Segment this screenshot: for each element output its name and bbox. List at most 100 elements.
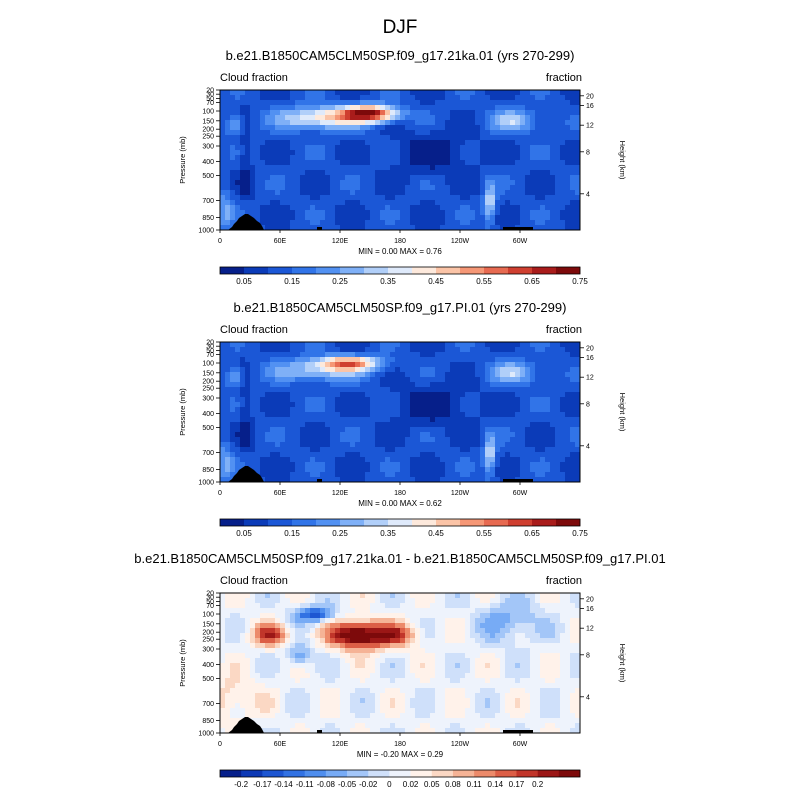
heatmap-cell: [330, 120, 336, 126]
heatmap-cell: [390, 215, 396, 221]
heatmap-cell: [395, 462, 401, 468]
heatmap-cell: [405, 95, 411, 101]
heatmap-cell: [290, 175, 296, 181]
heatmap-cell: [265, 638, 271, 644]
heatmap-cell: [375, 90, 381, 96]
heatmap-cell: [400, 477, 406, 483]
heatmap-cell: [395, 467, 401, 473]
heatmap-cell: [505, 130, 511, 136]
heatmap-cell: [435, 377, 441, 383]
heatmap-cell: [450, 392, 456, 398]
heatmap-cell: [380, 95, 386, 101]
heatmap-cell: [300, 170, 306, 176]
heatmap-cell: [450, 367, 456, 373]
heatmap-cell: [340, 130, 346, 136]
heatmap-cell: [335, 225, 341, 231]
colorbar-frame: [219, 518, 581, 527]
heatmap-cell: [375, 377, 381, 383]
heatmap-cell: [565, 215, 571, 221]
heatmap-cell: [300, 608, 306, 614]
heatmap-cell: [235, 90, 241, 96]
heatmap-cell: [415, 180, 421, 186]
heatmap-cell: [220, 387, 226, 393]
heatmap-cell: [220, 442, 226, 448]
heatmap-cell: [470, 427, 476, 433]
heatmap-cell: [285, 382, 291, 388]
heatmap-cell: [480, 452, 486, 458]
heatmap-cell: [435, 220, 441, 226]
heatmap-cell: [315, 170, 321, 176]
heatmap-cell: [350, 432, 356, 438]
heatmap-cell: [335, 155, 341, 161]
heatmap-cell: [345, 135, 351, 141]
heatmap-cell: [265, 125, 271, 131]
heatmap-cell: [465, 145, 471, 151]
heatmap-cell: [225, 372, 231, 378]
heatmap-cell: [235, 658, 241, 664]
heatmap-cell: [350, 105, 356, 111]
heatmap-cell: [540, 397, 546, 403]
heatmap-cell: [480, 372, 486, 378]
heatmap-cell: [450, 115, 456, 121]
heatmap-cell: [540, 342, 546, 348]
heatmap-cell: [385, 170, 391, 176]
heatmap-cell: [505, 125, 511, 131]
heatmap-cell: [230, 412, 236, 418]
heatmap-cell: [425, 215, 431, 221]
heatmap-cell: [370, 125, 376, 131]
heatmap-cell: [230, 352, 236, 358]
heatmap-cell: [275, 225, 281, 231]
heatmap-cell: [445, 427, 451, 433]
heatmap-cell: [300, 200, 306, 206]
heatmap-cell: [330, 220, 336, 226]
heatmap-cell: [270, 648, 276, 654]
heatmap-cell: [230, 150, 236, 156]
heatmap-cell: [375, 372, 381, 378]
heatmap-cell: [565, 457, 571, 463]
heatmap-cell: [295, 432, 301, 438]
heatmap-cell: [470, 225, 476, 231]
heatmap-cell: [365, 215, 371, 221]
heatmap-cell: [425, 467, 431, 473]
heatmap-cell: [535, 402, 541, 408]
heatmap-cell: [345, 437, 351, 443]
heatmap-cell: [285, 140, 291, 146]
heatmap-cell: [235, 215, 241, 221]
heatmap-cell: [485, 352, 491, 358]
heatmap-cell: [560, 417, 566, 423]
heatmap-cell: [280, 377, 286, 383]
heatmap-cell: [255, 215, 261, 221]
heatmap-cell: [390, 412, 396, 418]
heatmap-cell: [280, 175, 286, 181]
colorbar-label: 0.05: [236, 277, 252, 286]
heatmap-cell: [315, 432, 321, 438]
heatmap-cell: [395, 135, 401, 141]
heatmap-cell: [315, 220, 321, 226]
heatmap-cell: [265, 382, 271, 388]
heatmap-cell: [505, 352, 511, 358]
heatmap-cell: [270, 372, 276, 378]
heatmap-cell: [295, 723, 301, 729]
heatmap-cell: [225, 342, 231, 348]
heatmap-cell: [220, 452, 226, 458]
heatmap-cell: [245, 598, 251, 604]
heatmap-cell: [420, 120, 426, 126]
heatmap-cell: [415, 367, 421, 373]
heatmap-cell: [415, 95, 421, 101]
heatmap-cell: [340, 392, 346, 398]
heatmap-cell: [340, 170, 346, 176]
heatmap-cell: [285, 467, 291, 473]
heatmap-cell: [445, 180, 451, 186]
heatmap-cell: [295, 613, 301, 619]
heatmap-cell: [395, 477, 401, 483]
heatmap-cell: [345, 723, 351, 729]
heatmap-cell: [270, 362, 276, 368]
heatmap-cell: [275, 713, 281, 719]
heatmap-cell: [565, 180, 571, 186]
heatmap-cell: [375, 392, 381, 398]
heatmap-cell: [555, 180, 561, 186]
heatmap-cell: [315, 593, 321, 599]
heatmap-cell: [520, 185, 526, 191]
heatmap-cell: [245, 462, 251, 468]
heatmap-cell: [390, 352, 396, 358]
